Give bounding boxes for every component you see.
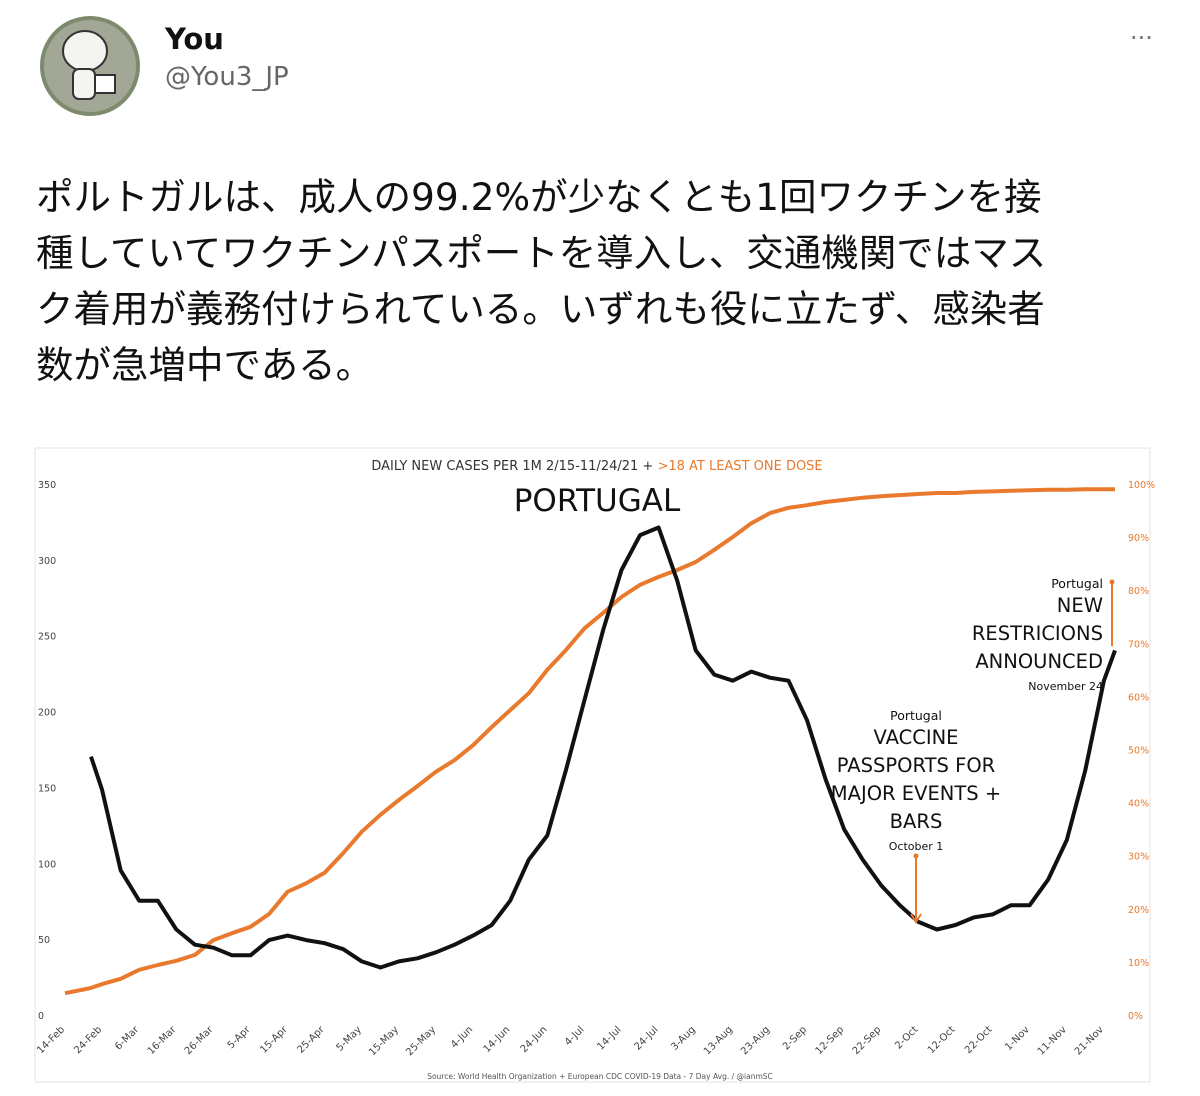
- y2-tick-label: 30%: [1128, 852, 1149, 863]
- user-handle[interactable]: @You3_JP: [165, 62, 289, 92]
- annotation-text: RESTRICIONS: [972, 622, 1103, 645]
- y-tick-label: 250: [38, 632, 56, 643]
- annotation-dot: [1109, 579, 1115, 585]
- y2-tick-label: 0%: [1128, 1011, 1143, 1022]
- y2-tick-label: 10%: [1128, 958, 1149, 969]
- y-tick-label: 150: [38, 783, 56, 794]
- y-tick-label: 200: [38, 708, 56, 719]
- more-button[interactable]: ···: [1130, 24, 1153, 52]
- chart-title: DAILY NEW CASES PER 1M 2/15-11/24/21 + >…: [371, 459, 822, 474]
- annotation-text: NEW: [1057, 594, 1103, 617]
- series-line: [89, 525, 1117, 970]
- annotation-text: BARS: [890, 810, 943, 833]
- y2-tick-label: 60%: [1128, 692, 1149, 703]
- y2-tick-label: 40%: [1128, 799, 1149, 810]
- title-part: >18 AT LEAST ONE DOSE: [657, 459, 822, 474]
- y-tick-label: 300: [38, 556, 56, 567]
- source: Source: World Health Organization + Euro…: [427, 1072, 773, 1081]
- y2-tick-label: 50%: [1128, 746, 1149, 757]
- tweet-text: ク着用が義務付けられている。いずれも役に立たず、感染者: [36, 287, 1045, 331]
- tweet-text: ポルトガルは、成人の99.2%が少なくとも1回ワクチンを接: [36, 175, 1042, 219]
- chart-subtitle: PORTUGAL: [514, 483, 681, 519]
- title-part: DAILY NEW CASES PER 1M 2/15-11/24/21 +: [371, 459, 657, 474]
- y2-tick-label: 80%: [1128, 586, 1149, 597]
- y-tick-label: 50: [38, 935, 50, 946]
- y2-tick-label: 20%: [1128, 905, 1149, 916]
- user-name[interactable]: You: [165, 22, 224, 56]
- y-tick-label: 0: [38, 1011, 44, 1022]
- annotation-date: November 24: [1028, 680, 1103, 693]
- tweet-text: 数が急増中である。: [36, 343, 374, 387]
- annotation-text: ANNOUNCED: [975, 650, 1103, 673]
- avatar[interactable]: [35, 15, 147, 117]
- annotation-label: Portugal: [1051, 576, 1103, 591]
- annotation-head: [910, 913, 922, 924]
- annotation-label: Portugal: [890, 708, 942, 723]
- annotation-text: PASSPORTS FOR: [837, 754, 995, 777]
- y2-tick-label: 90%: [1128, 533, 1149, 544]
- y-tick-label: 350: [38, 480, 56, 491]
- chart-frame: [34, 447, 1151, 1083]
- tweet-text: 種していてワクチンパスポートを導入し、交通機関ではマス: [36, 231, 1047, 275]
- y-tick-label: 100: [38, 859, 56, 870]
- annotation-date: October 1: [889, 840, 944, 853]
- y2-tick-label: 100%: [1128, 480, 1155, 491]
- annotation-text: MAJOR EVENTS +: [831, 782, 1001, 805]
- y2-tick-label: 70%: [1128, 639, 1149, 650]
- annotation-dot: [913, 853, 919, 859]
- annotation-text: VACCINE: [874, 726, 959, 749]
- series-line: [64, 487, 1115, 996]
